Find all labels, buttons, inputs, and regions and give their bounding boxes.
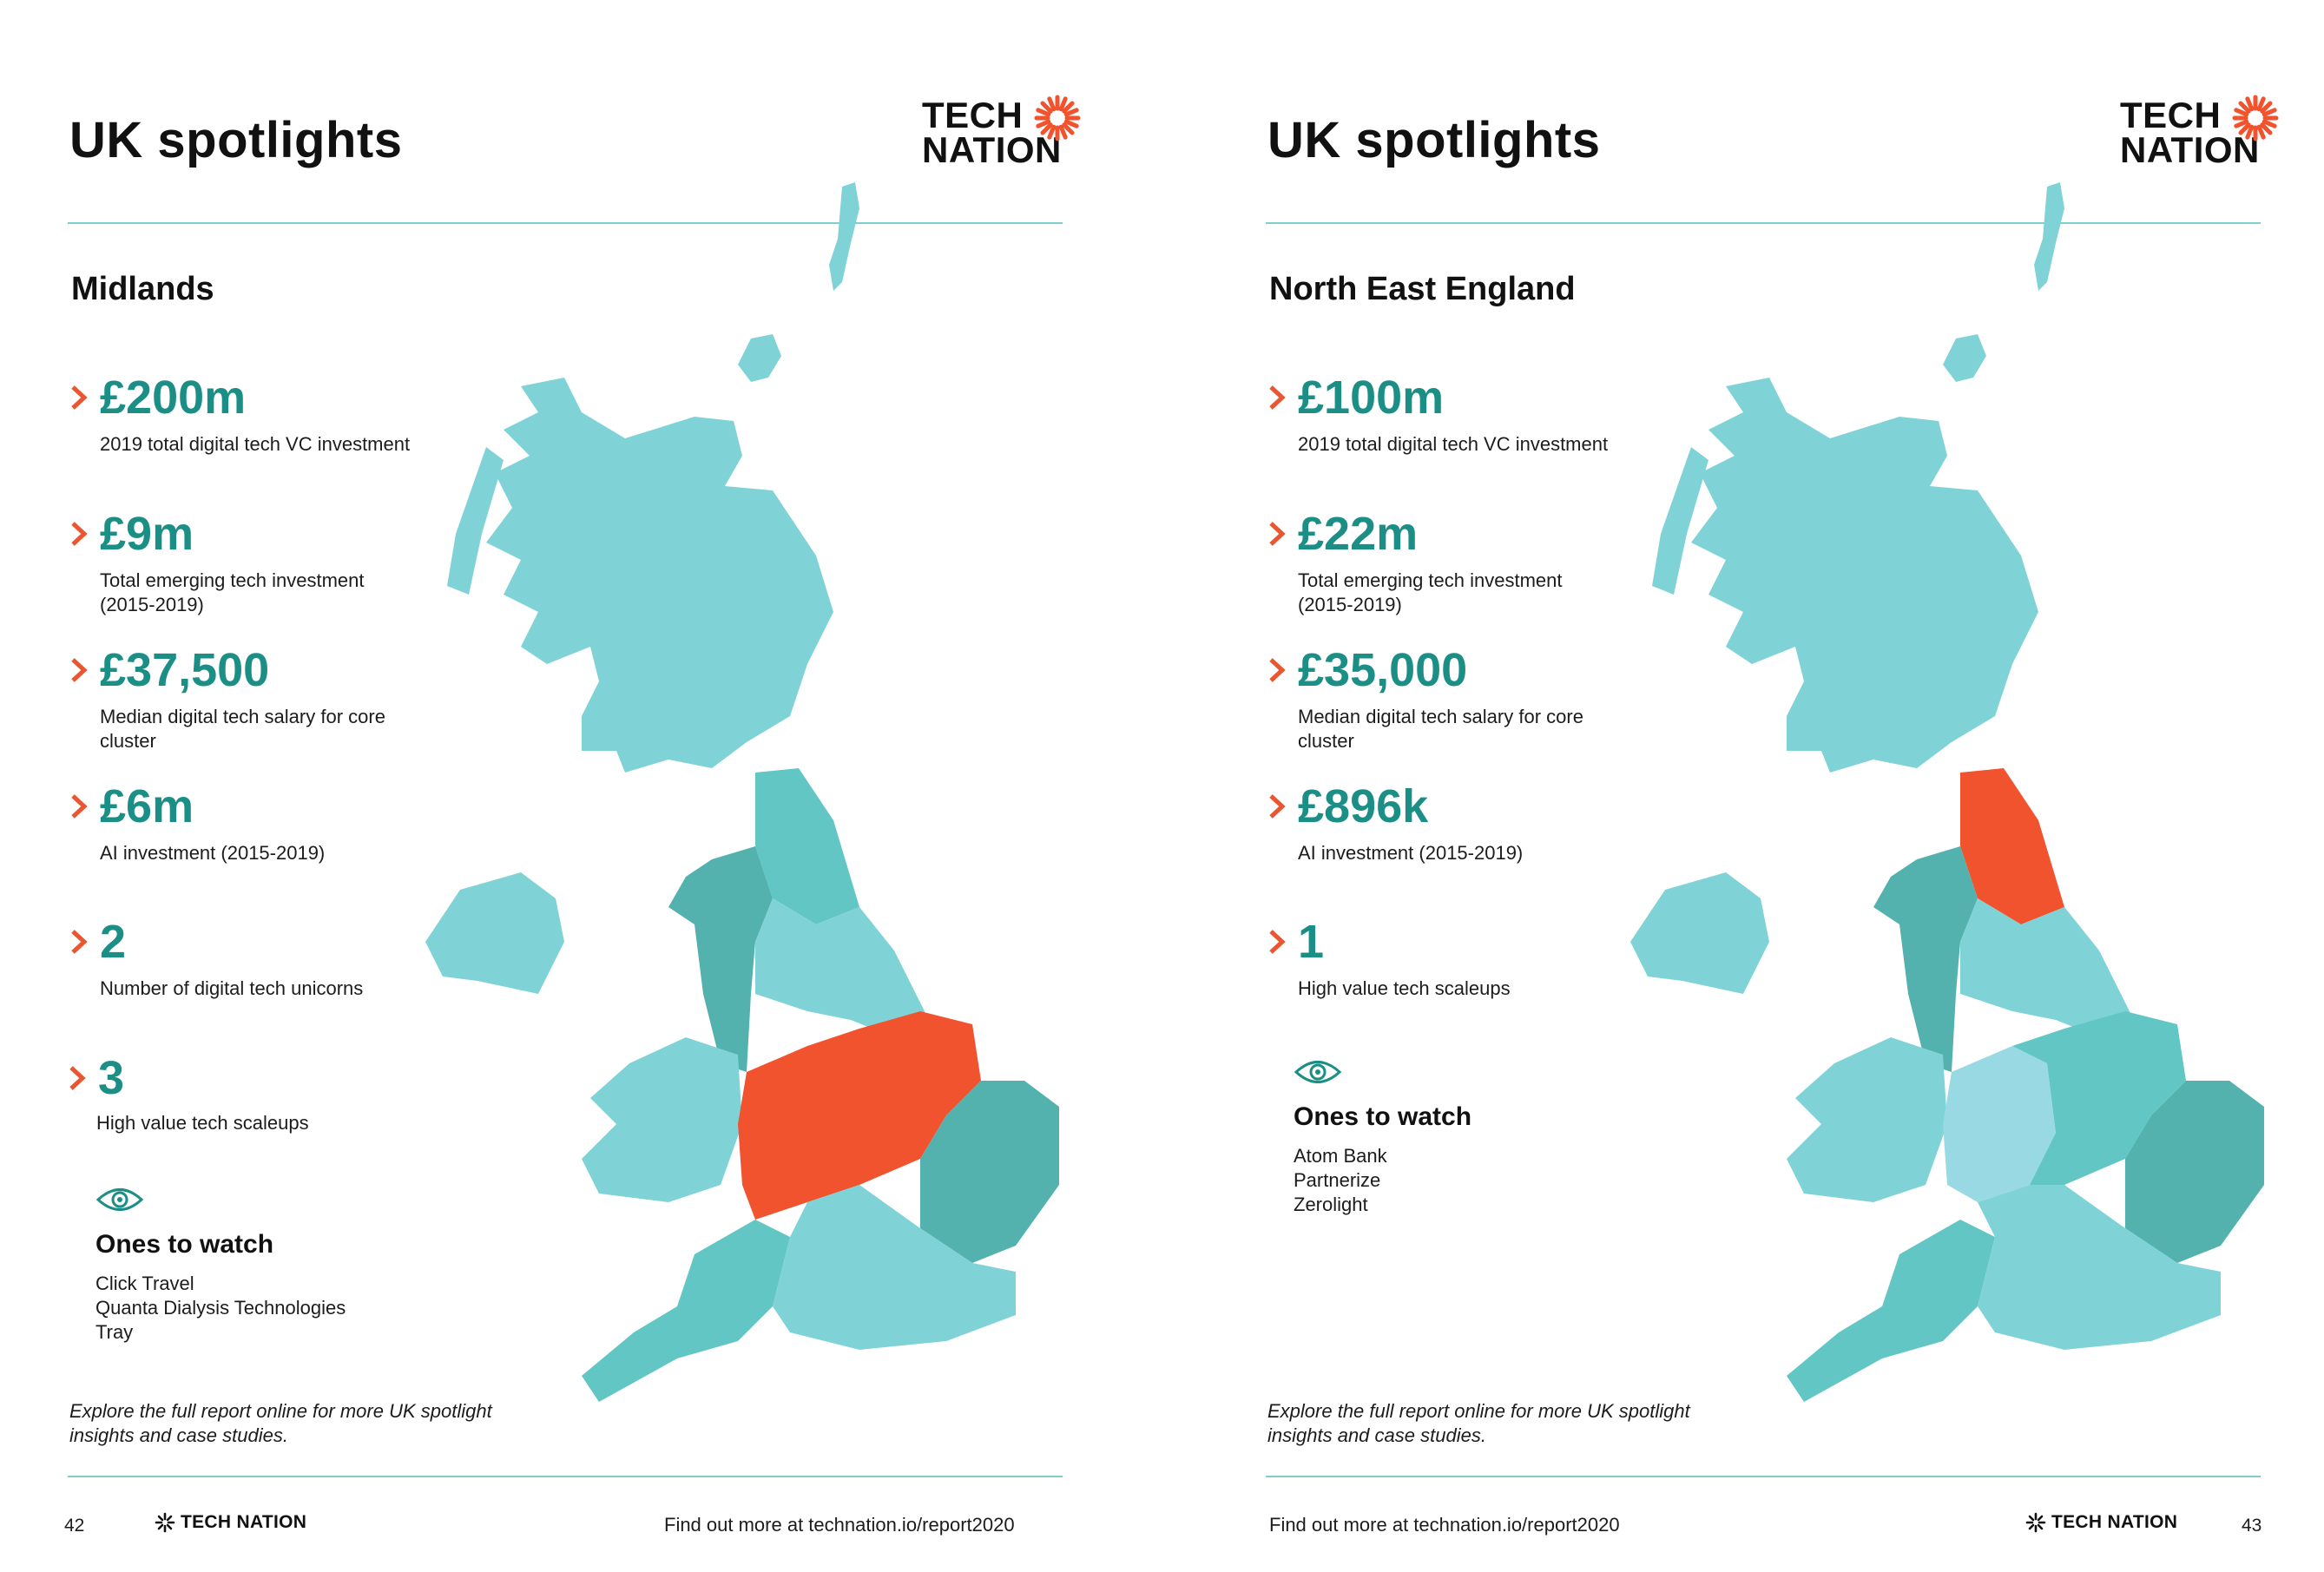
map-orkney xyxy=(1943,334,1986,382)
map-north-west xyxy=(1873,846,1978,1072)
page-number: 43 xyxy=(2242,1516,2262,1536)
map-west-midlands xyxy=(1943,1046,2056,1202)
map-wales xyxy=(1787,1037,1947,1202)
uk-map xyxy=(425,182,1059,1402)
map-shetland xyxy=(2034,182,2064,291)
page-title: UK spotlights xyxy=(69,112,403,168)
header-divider xyxy=(1266,222,2261,224)
page-right: UK spotlights TECH NATION North East Eng… xyxy=(1162,0,2323,1572)
map-south-west xyxy=(582,1220,790,1402)
map-yorkshire xyxy=(1960,898,2134,1037)
chevron-right-icon xyxy=(71,522,88,546)
explore-note: Explore the full report online for more … xyxy=(69,1400,492,1446)
map-hebrides xyxy=(1652,447,1708,595)
chevron-right-icon xyxy=(1269,930,1286,954)
map-south-east xyxy=(773,1185,1016,1350)
map-east-of-england xyxy=(2125,1081,2264,1263)
map-hebrides xyxy=(447,447,504,595)
sun-icon xyxy=(155,1512,175,1533)
page-number: 42 xyxy=(64,1516,85,1536)
map-east-midlands xyxy=(2012,1011,2186,1185)
chevron-right-icon xyxy=(71,658,88,682)
chevron-right-icon xyxy=(1269,658,1286,682)
tech-nation-logo: TECH NATION xyxy=(922,94,1096,168)
tech-nation-logo: TECH NATION xyxy=(2120,94,2294,168)
watch-item: Quanta Dialysis Technologies xyxy=(95,1297,346,1319)
map-midlands-highlight xyxy=(738,1011,981,1220)
page-left: UK spotlights TECH NATION Midlands £200m… xyxy=(64,94,1096,1536)
eye-icon xyxy=(1294,1061,1342,1083)
map-northern-ireland xyxy=(425,872,564,994)
map-wales xyxy=(582,1037,742,1202)
map-south-east xyxy=(1978,1185,2221,1350)
uk-map xyxy=(1630,182,2264,1402)
map-north-east xyxy=(755,768,859,924)
chevron-right-icon xyxy=(71,930,88,954)
sun-icon xyxy=(2025,1512,2046,1533)
chevron-right-icon xyxy=(69,1066,86,1090)
chevron-right-icon xyxy=(1269,794,1286,819)
map-northern-ireland xyxy=(1630,872,1769,994)
chevron-right-icon xyxy=(1269,385,1286,410)
chevron-right-icon xyxy=(71,385,88,410)
map-yorkshire xyxy=(755,898,929,1037)
map-east-of-england xyxy=(920,1081,1059,1263)
map-orkney xyxy=(738,334,781,382)
chevron-right-icon xyxy=(71,794,88,819)
sun-icon xyxy=(1034,95,1081,141)
watch-item: Tray xyxy=(95,1321,134,1343)
map-north-east-highlight xyxy=(1960,768,2064,924)
map-scotland xyxy=(1691,378,2038,773)
footer-logo: TECH NATION xyxy=(2025,1512,2177,1533)
header-divider xyxy=(68,222,1063,224)
footer-divider xyxy=(1266,1476,2261,1477)
map-south-west xyxy=(1787,1220,1995,1402)
footer-link[interactable]: Find out more at technation.io/report202… xyxy=(664,1514,1015,1536)
region-title: Midlands xyxy=(71,271,214,307)
map-shetland xyxy=(829,182,859,291)
region-title: North East England xyxy=(1269,271,1576,307)
watch-item: Partnerize xyxy=(1294,1169,1381,1191)
footer-logo: TECH NATION xyxy=(155,1512,306,1533)
watch-item: Zerolight xyxy=(1294,1194,1368,1215)
watch-item: Atom Bank xyxy=(1294,1145,1387,1167)
eye-icon xyxy=(95,1188,144,1211)
watch-item: Click Travel xyxy=(95,1273,194,1294)
chevron-right-icon xyxy=(1269,522,1286,546)
page-title: UK spotlights xyxy=(1267,112,1601,168)
map-north-west xyxy=(668,846,773,1072)
explore-note: Explore the full report online for more … xyxy=(1267,1400,1690,1446)
footer-link[interactable]: Find out more at technation.io/report202… xyxy=(1269,1514,1620,1536)
sun-icon xyxy=(2232,95,2279,141)
footer-divider xyxy=(68,1476,1063,1477)
map-scotland xyxy=(486,378,833,773)
